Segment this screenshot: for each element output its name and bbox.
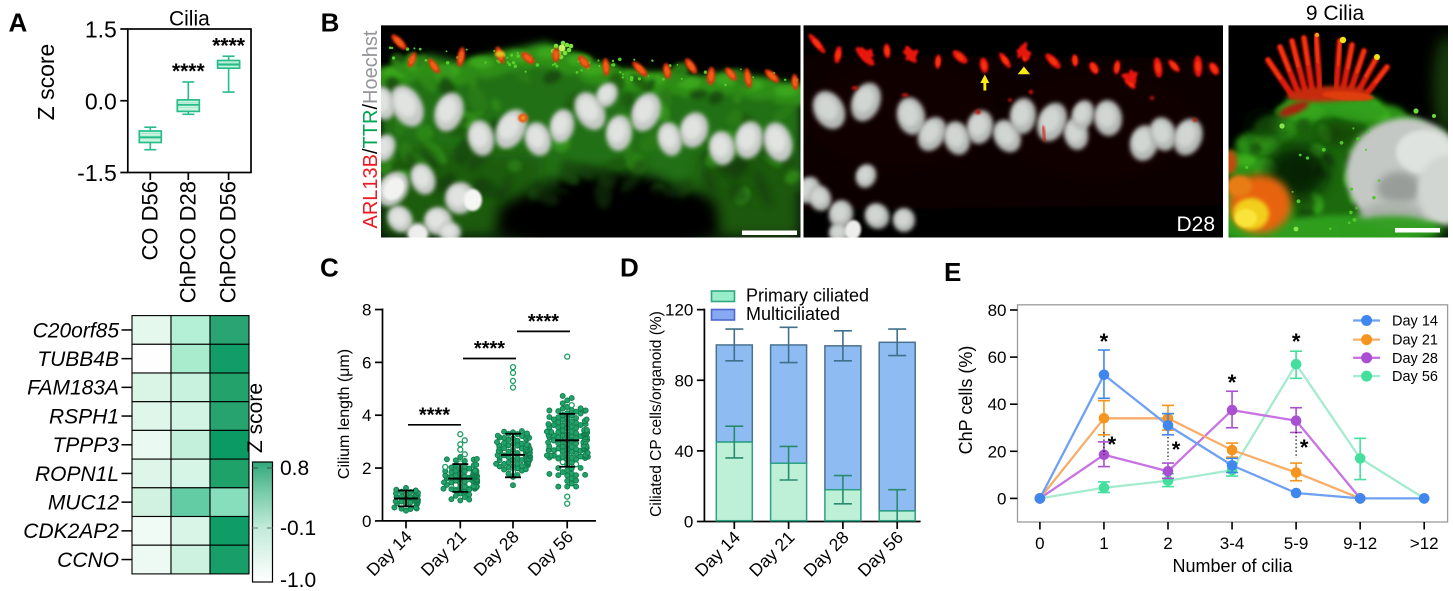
svg-text:5-9: 5-9 [1284,534,1309,553]
svg-text:2: 2 [1163,534,1172,553]
svg-text:-1.5: -1.5 [77,160,117,186]
svg-text:B: B [321,7,340,37]
svg-text:1: 1 [1099,534,1108,553]
svg-text:*: * [1108,432,1117,457]
svg-text:A: A [9,8,28,38]
svg-text:Ciliated CP cells/organoid (%): Ciliated CP cells/organoid (%) [648,311,665,517]
svg-text:Number of cilia: Number of cilia [1173,556,1294,576]
svg-text:Z score: Z score [244,383,267,453]
svg-text:CDK2AP2: CDK2AP2 [23,520,119,543]
svg-text:>12: >12 [1410,534,1439,553]
svg-text:****: **** [212,35,246,58]
svg-text:80: 80 [674,371,693,390]
svg-text:0.8: 0.8 [280,457,309,480]
svg-text:8: 8 [362,301,371,320]
svg-text:ARL13B/TTR/Hoechst: ARL13B/TTR/Hoechst [360,30,382,228]
svg-text:1.5: 1.5 [85,17,117,43]
svg-text:MUC12: MUC12 [48,491,120,514]
svg-text:TUBB4B: TUBB4B [37,348,119,371]
svg-text:6: 6 [362,353,371,372]
svg-text:Z score: Z score [33,44,59,121]
svg-text:CO D56: CO D56 [137,181,162,260]
svg-text:CCNO: CCNO [57,549,119,572]
svg-text:Day 21: Day 21 [1392,333,1438,349]
svg-text:40: 40 [674,442,693,461]
svg-text:D: D [620,253,639,283]
svg-text:9 Cilia: 9 Cilia [1306,2,1365,25]
svg-text:0: 0 [1035,534,1044,553]
svg-text:0: 0 [362,512,371,531]
svg-text:ChP cells (%): ChP cells (%) [956,346,976,455]
svg-text:20: 20 [988,442,1007,461]
svg-text:Multiciliated: Multiciliated [746,304,840,324]
svg-text:Cilium length (μm): Cilium length (μm) [336,349,353,479]
svg-text:D28: D28 [1176,213,1215,236]
svg-text:120: 120 [665,301,693,320]
svg-text:****: **** [419,404,450,426]
svg-text:*: * [1300,435,1309,460]
svg-text:C20orf85: C20orf85 [33,319,120,342]
svg-text:0: 0 [684,513,693,532]
svg-text:Cilia: Cilia [169,8,210,31]
svg-text:Day 28: Day 28 [1392,351,1438,367]
svg-text:ROPN1L: ROPN1L [35,463,119,486]
svg-text:TPPP3: TPPP3 [52,434,119,457]
svg-text:Primary ciliated: Primary ciliated [746,286,869,306]
svg-text:3-4: 3-4 [1220,534,1245,553]
svg-text:0.0: 0.0 [85,88,117,114]
svg-text:C: C [320,253,339,283]
svg-text:60: 60 [988,348,1007,367]
svg-text:-1.0: -1.0 [280,569,316,591]
svg-text:*: * [1292,329,1301,354]
svg-text:RSPH1: RSPH1 [49,405,119,428]
svg-text:*: * [1172,437,1181,462]
svg-text:80: 80 [988,301,1007,320]
svg-text:ChPCO D28: ChPCO D28 [175,181,200,303]
svg-text:****: **** [528,311,559,333]
svg-text:4: 4 [362,406,371,425]
svg-text:E: E [944,257,961,287]
svg-text:9-12: 9-12 [1343,534,1377,553]
svg-text:*: * [1228,370,1237,395]
svg-text:0: 0 [997,489,1006,508]
svg-text:****: **** [172,60,206,83]
svg-text:Day 56: Day 56 [1392,369,1438,385]
svg-text:****: **** [474,338,505,360]
svg-text:Day 14: Day 14 [1392,314,1438,330]
svg-text:2: 2 [362,459,371,478]
svg-text:40: 40 [988,395,1007,414]
svg-text:FAM183A: FAM183A [27,377,119,400]
svg-text:-0.1: -0.1 [280,517,316,540]
svg-text:ChPCO D56: ChPCO D56 [216,181,241,303]
svg-text:*: * [1100,329,1109,354]
